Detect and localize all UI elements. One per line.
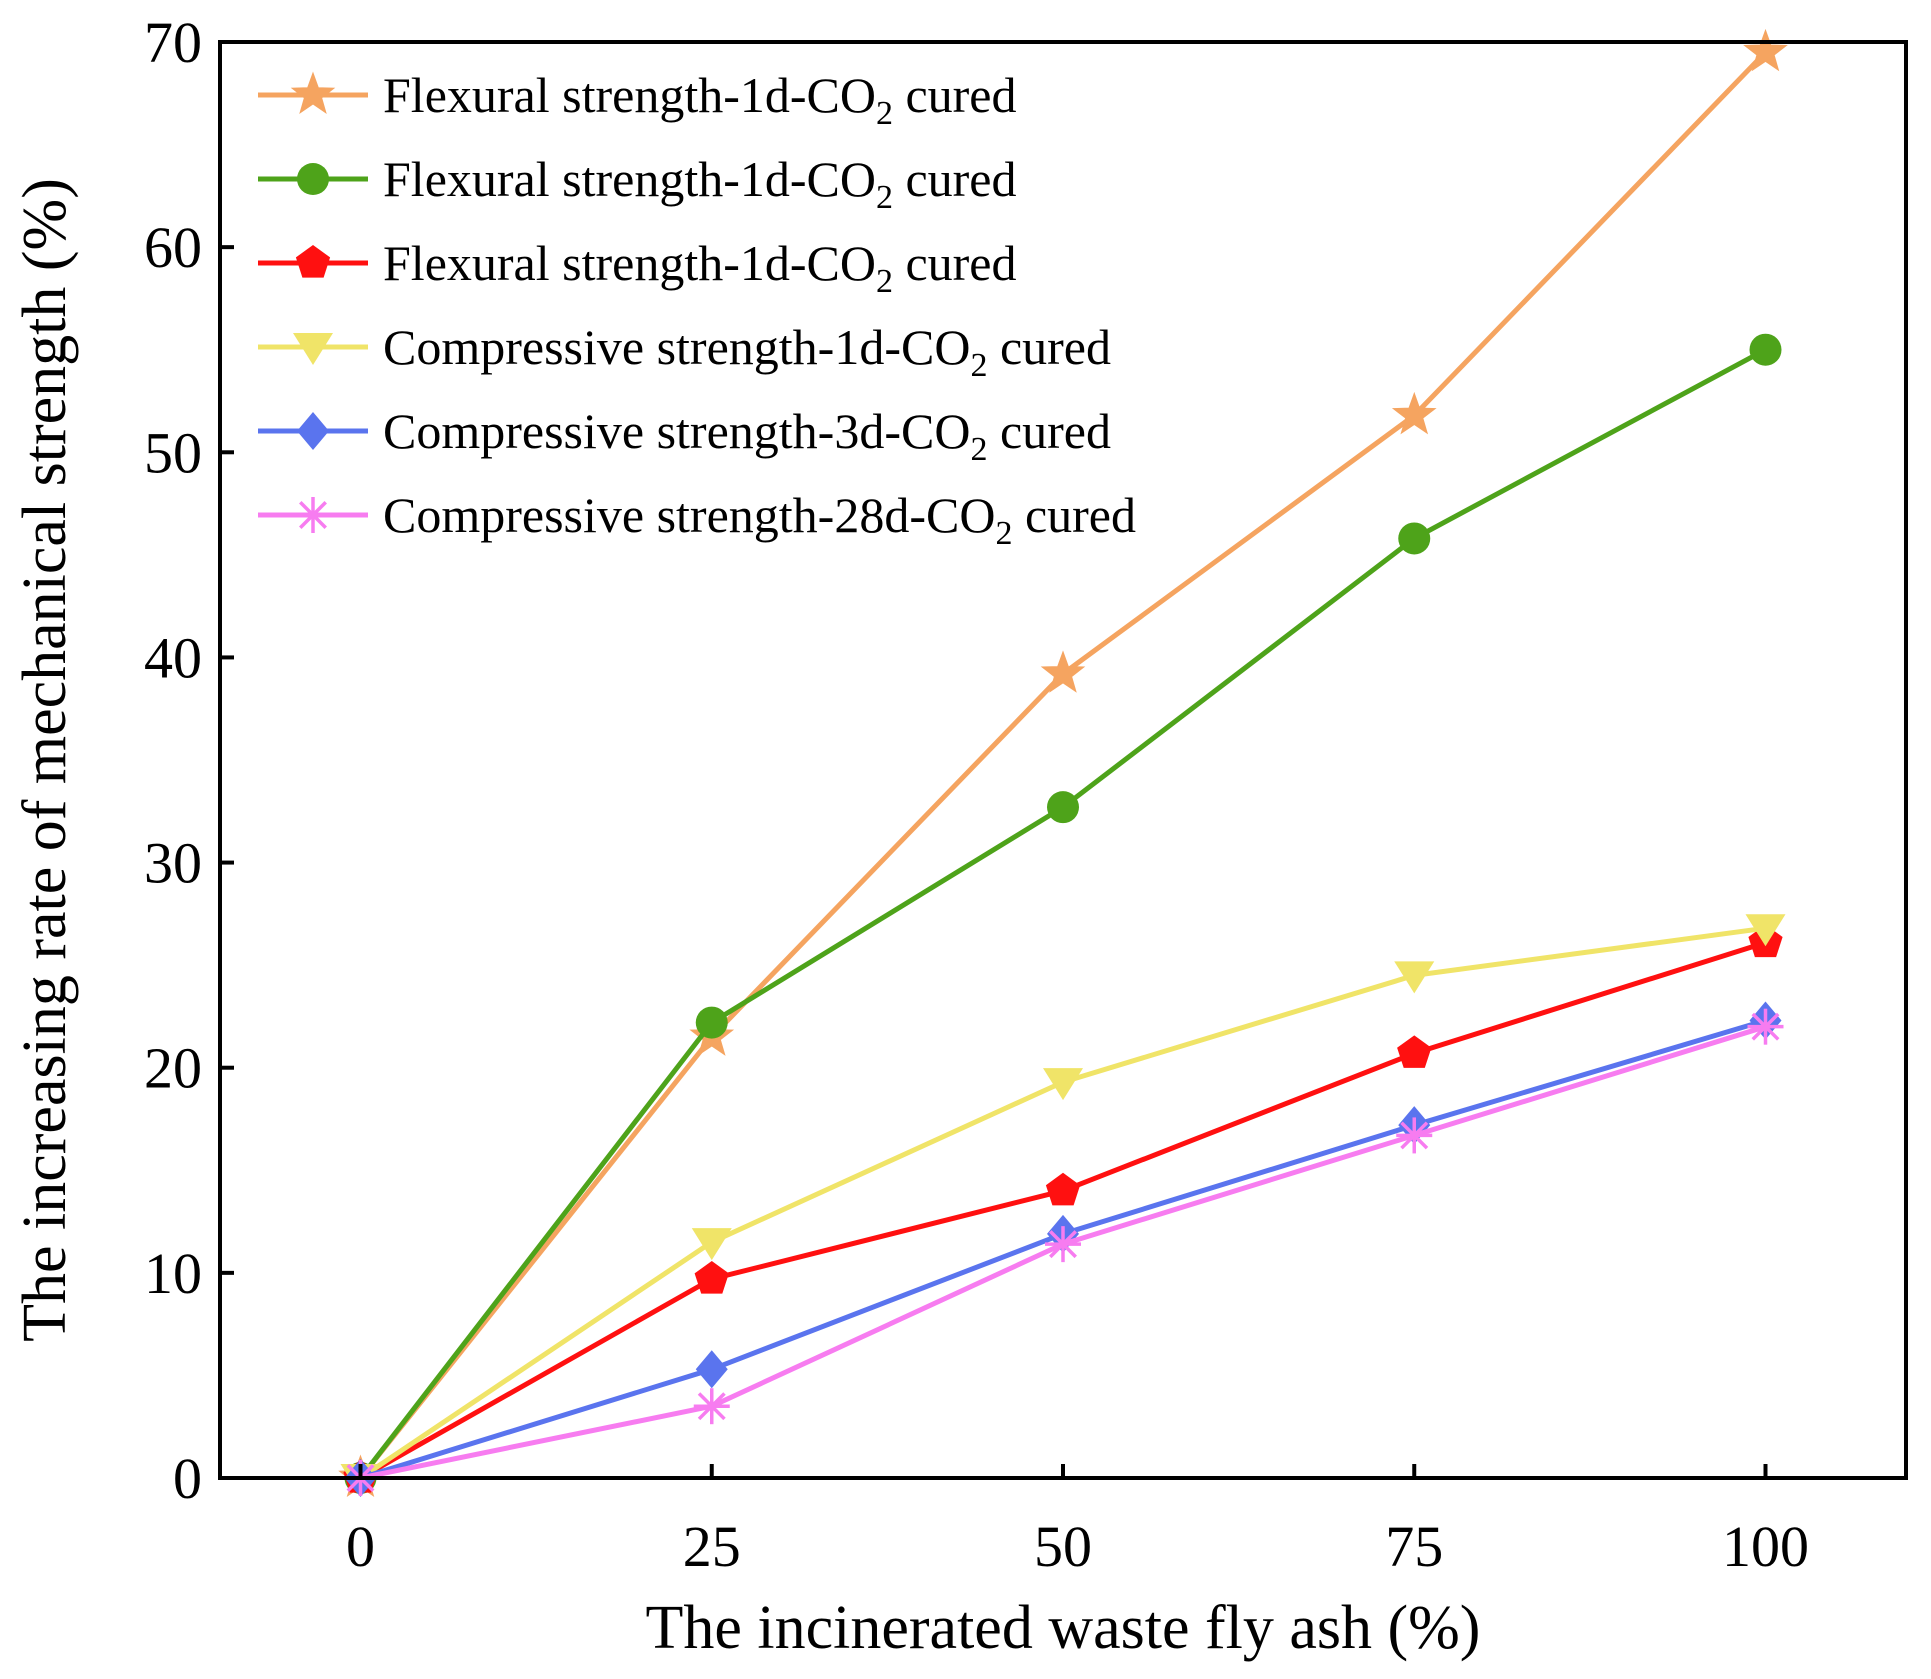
legend-item: Compressive strength-3d-CO2 cured [258, 403, 1111, 468]
x-tick-label: 75 [1385, 1514, 1443, 1579]
data-point-marker [1396, 1117, 1433, 1154]
data-point-marker [693, 1388, 730, 1425]
y-tick-label: 60 [144, 215, 202, 280]
y-tick-label: 20 [144, 1036, 202, 1101]
legend-label-tail: cured [893, 67, 1017, 123]
legend-label-main: Compressive strength-28d-CO [383, 487, 995, 543]
legend-item: Compressive strength-1d-CO2 cured [258, 319, 1111, 384]
legend-label-tail: cured [893, 151, 1017, 207]
legend-label: Flexural strength-1d-CO2 cured [383, 235, 1017, 300]
data-point-marker [1045, 1172, 1081, 1206]
data-point-marker [1394, 961, 1435, 994]
asterisk-stroke [1049, 1230, 1077, 1259]
y-tick-label: 70 [144, 10, 202, 75]
legend-label: Compressive strength-1d-CO2 cured [383, 319, 1111, 384]
legend-label: Flexural strength-1d-CO2 cured [383, 67, 1017, 132]
data-point-marker [691, 1228, 732, 1261]
asterisk-stroke [299, 501, 327, 529]
series-6 [342, 1008, 1784, 1496]
y-tick-label: 0 [173, 1446, 202, 1511]
legend-item: Compressive strength-28d-CO2 cured [258, 487, 1136, 552]
legend-item: Flexural strength-1d-CO2 cured [258, 67, 1017, 132]
legend-label-main: Flexural strength-1d-CO [383, 235, 876, 291]
data-point-marker [695, 1006, 728, 1039]
data-point-marker [1398, 522, 1431, 555]
legend-label-main: Compressive strength-1d-CO [383, 319, 970, 375]
legend-label-main: Flexural strength-1d-CO [383, 67, 876, 123]
legend-label-subscript: 2 [970, 347, 987, 384]
axis-ticks: 0 25 50 75 100 0 10 20 30 40 50 60 70 [144, 10, 1809, 1579]
legend-label-subscript: 2 [970, 431, 987, 468]
asterisk-stroke [1400, 1121, 1429, 1150]
legend-label-subscript: 2 [995, 515, 1012, 552]
y-tick-label: 30 [144, 831, 202, 896]
legend-item: Flexural strength-1d-CO2 cured [258, 151, 1017, 216]
legend-marker [290, 71, 336, 114]
data-point-marker [1749, 333, 1782, 366]
legend-label-tail: cured [987, 319, 1111, 375]
x-tick-label: 100 [1722, 1514, 1809, 1579]
legend-marker [297, 163, 329, 195]
data-point-marker [1043, 1068, 1083, 1101]
data-point-marker [695, 1350, 728, 1389]
data-point-marker [1040, 650, 1086, 693]
data-point-marker [1745, 914, 1786, 947]
asterisk-stroke [697, 1392, 726, 1421]
x-axis-title: The incinerated waste fly ash (%) [646, 1594, 1481, 1662]
y-tick-label: 50 [144, 420, 202, 485]
legend-label-main: Compressive strength-3d-CO [383, 403, 970, 459]
legend-label-tail: cured [1012, 487, 1136, 543]
data-point-marker [1743, 28, 1788, 72]
legend-label-subscript: 2 [876, 95, 893, 132]
data-point-marker [1397, 1035, 1432, 1068]
asterisk-stroke [1751, 1012, 1780, 1041]
x-tick-label: 0 [346, 1514, 375, 1579]
y-tick-label: 40 [144, 625, 202, 690]
data-point-marker [1045, 1226, 1081, 1263]
legend-marker [293, 333, 333, 365]
legend-item: Flexural strength-1d-CO2 cured [258, 235, 1017, 300]
data-point-marker [694, 1261, 729, 1294]
legend-marker [297, 412, 329, 450]
legend-label-tail: cured [987, 403, 1111, 459]
legend-label: Flexural strength-1d-CO2 cured [383, 151, 1017, 216]
legend-label-subscript: 2 [876, 263, 893, 300]
y-axis-title: The increasing rate of mechanical streng… [11, 178, 79, 1342]
legend-label-tail: cured [893, 235, 1017, 291]
x-tick-label: 50 [1034, 1514, 1092, 1579]
series-layer [338, 28, 1788, 1497]
legend-label: Compressive strength-3d-CO2 cured [383, 403, 1111, 468]
legend-marker [295, 497, 331, 533]
legend-label-main: Flexural strength-1d-CO [383, 151, 876, 207]
legend-marker [295, 245, 331, 278]
legend-label-subscript: 2 [876, 179, 893, 216]
y-tick-label: 10 [144, 1241, 202, 1306]
x-tick-label: 25 [683, 1514, 741, 1579]
data-point-marker [1747, 1008, 1784, 1045]
legend-label: Compressive strength-28d-CO2 cured [383, 487, 1136, 552]
data-point-marker [1047, 791, 1079, 824]
data-point-marker [1391, 391, 1437, 435]
